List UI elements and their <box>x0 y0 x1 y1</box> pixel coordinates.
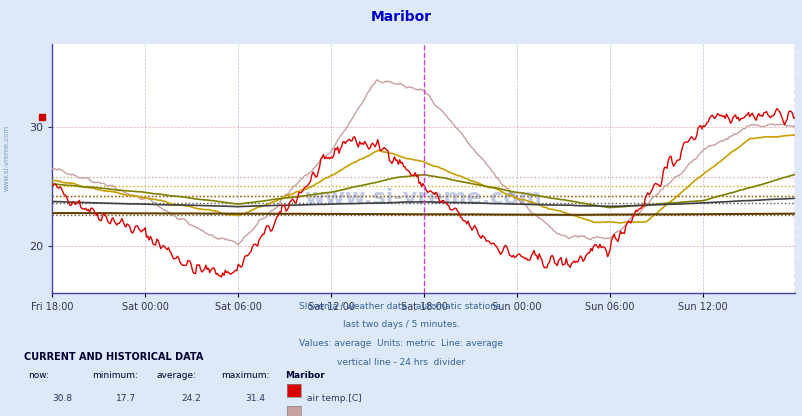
Text: Maribor: Maribor <box>285 371 325 381</box>
Text: vertical line - 24 hrs  divider: vertical line - 24 hrs divider <box>337 358 465 367</box>
Text: Values: average  Units: metric  Line: average: Values: average Units: metric Line: aver… <box>299 339 503 348</box>
Text: 24.2: 24.2 <box>180 394 200 403</box>
Text: average:: average: <box>156 371 196 381</box>
Text: 17.7: 17.7 <box>116 394 136 403</box>
Text: www.si-vreme.com: www.si-vreme.com <box>304 188 542 208</box>
Text: maximum:: maximum: <box>221 371 269 381</box>
Text: air temp.[C]: air temp.[C] <box>306 394 361 403</box>
Text: Maribor: Maribor <box>371 10 431 25</box>
Text: now:: now: <box>28 371 49 381</box>
Text: last two days / 5 minutes.: last two days / 5 minutes. <box>342 320 460 329</box>
Text: minimum:: minimum: <box>92 371 138 381</box>
Text: Slovenia / weather data - automatic stations.: Slovenia / weather data - automatic stat… <box>299 302 503 311</box>
Text: 31.4: 31.4 <box>245 394 265 403</box>
Text: 30.8: 30.8 <box>52 394 72 403</box>
Text: CURRENT AND HISTORICAL DATA: CURRENT AND HISTORICAL DATA <box>24 352 203 362</box>
Text: www.si-vreme.com: www.si-vreme.com <box>3 125 10 191</box>
